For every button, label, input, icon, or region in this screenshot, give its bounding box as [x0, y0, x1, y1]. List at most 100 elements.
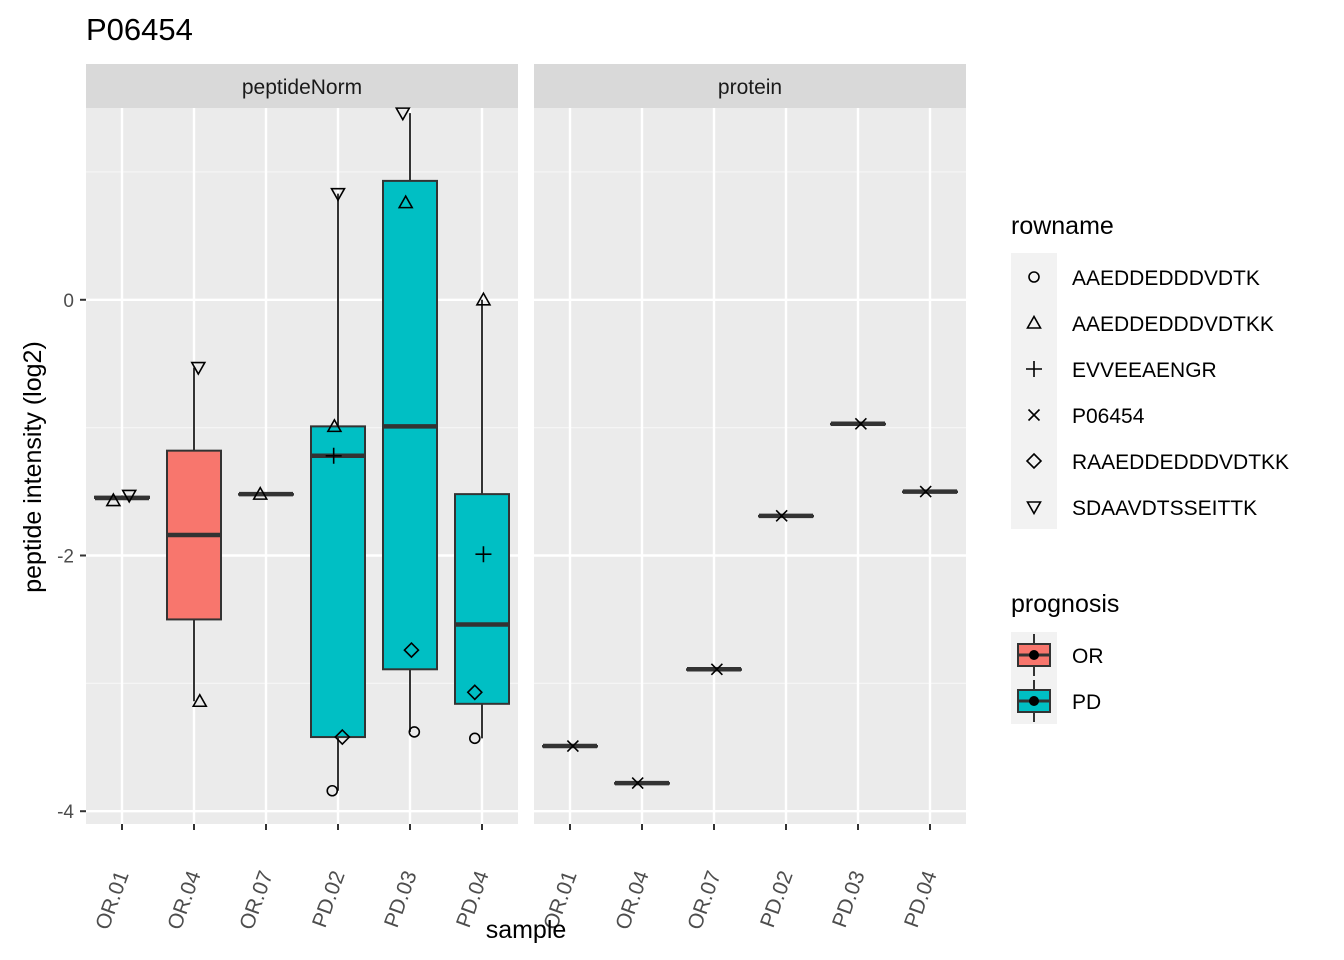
legend-label: OR — [1072, 645, 1104, 668]
data-point — [919, 485, 932, 498]
box-PD.03 — [830, 421, 886, 427]
facet-strip-label: protein — [718, 76, 782, 99]
legend-key-cross-icon — [1027, 408, 1041, 422]
triangle-down-glyph — [121, 489, 138, 504]
data-point — [854, 417, 867, 430]
cross-glyph — [1027, 408, 1041, 422]
legend-dot — [1029, 696, 1039, 706]
x-tick-label: PD.04 — [900, 868, 942, 931]
legend-key-circle-icon — [1028, 271, 1040, 283]
cross-glyph — [919, 485, 932, 498]
plus-glyph — [1026, 361, 1042, 377]
cross-glyph — [631, 777, 644, 790]
box-OR.04 — [166, 367, 222, 702]
data-point — [121, 489, 138, 504]
data-point — [330, 187, 346, 202]
data-point — [334, 728, 351, 746]
facet-strip — [86, 64, 518, 108]
plus-glyph — [475, 546, 492, 563]
panel-background — [86, 108, 518, 824]
legend-label: AAEDDEDDDVDTKK — [1072, 313, 1274, 336]
box-body — [454, 493, 510, 705]
y-axis-label: peptide intensity (log2) — [19, 341, 47, 593]
data-point — [191, 693, 208, 708]
triangle-up-glyph — [326, 418, 343, 433]
diamond-glyph — [1025, 452, 1043, 470]
legend-label: AAEDDEDDDVDTK — [1072, 267, 1260, 290]
diamond-glyph — [403, 641, 420, 659]
data-point — [397, 194, 414, 209]
data-point — [325, 447, 342, 464]
legend-key-fill — [1017, 634, 1051, 676]
box-OR.07 — [238, 491, 294, 497]
legend-title-rowname: rowname — [1011, 212, 1114, 240]
y-tick-label: -2 — [57, 547, 74, 568]
circle-glyph — [408, 726, 421, 738]
data-point — [326, 784, 339, 797]
data-point — [105, 492, 122, 507]
triangle-up-glyph — [191, 693, 208, 708]
triangle-down-glyph — [1026, 501, 1042, 516]
diamond-glyph — [466, 684, 483, 701]
x-tick-label: OR.07 — [683, 868, 725, 933]
facet-strip — [534, 64, 966, 108]
box-PD.04 — [902, 489, 958, 494]
x-axis-label: sample — [486, 916, 567, 944]
data-point — [408, 726, 421, 738]
box-OR.07 — [686, 667, 742, 672]
x-tick-label: OR.04 — [163, 868, 205, 933]
legend-label: PD — [1072, 691, 1101, 714]
box-PD.02 — [310, 193, 366, 791]
box-OR.01 — [542, 743, 598, 749]
legend-key-triangle-up-icon — [1026, 314, 1042, 329]
plus-glyph — [325, 447, 342, 464]
legend-label: EVVEEAENGR — [1072, 359, 1217, 382]
data-point — [475, 291, 492, 306]
box-PD.04 — [454, 299, 510, 739]
legend-title-prognosis: prognosis — [1011, 590, 1119, 618]
x-tick-label: PD.03 — [828, 868, 870, 931]
x-tick-label: OR.01 — [91, 868, 133, 933]
box-PD.02 — [758, 513, 814, 519]
y-tick-label: -4 — [57, 802, 74, 823]
facet-strip-label: peptideNorm — [242, 76, 362, 99]
data-point — [710, 663, 723, 676]
legend-key-diamond-icon — [1025, 452, 1043, 470]
legend-key-triangle-down-icon — [1026, 501, 1042, 516]
legend-key-fill — [1017, 680, 1051, 722]
data-point — [466, 684, 483, 701]
data-point — [252, 486, 269, 500]
data-point — [475, 546, 492, 563]
legend-dot — [1029, 650, 1039, 660]
legend-label: RAAEDDEDDDVDTKK — [1072, 451, 1289, 474]
legend-key-plus-icon — [1026, 361, 1042, 377]
circle-glyph — [326, 784, 339, 797]
triangle-down-glyph — [394, 107, 411, 122]
legend-label: SDAAVDTSSEITTK — [1072, 497, 1257, 520]
triangle-up-glyph — [1026, 314, 1042, 329]
cross-glyph — [566, 739, 579, 753]
x-tick-label: OR.04 — [611, 868, 653, 933]
x-tick-label: PD.03 — [380, 868, 422, 931]
box-PD.03 — [382, 113, 438, 732]
x-tick-label: PD.02 — [308, 868, 350, 931]
data-point — [468, 732, 481, 745]
box-body — [310, 425, 366, 739]
triangle-down-glyph — [330, 187, 346, 202]
data-point — [394, 107, 411, 122]
legend: rowname AAEDDEDDDVDTK AAEDDEDDDVDTKK EVVEEA… — [1011, 212, 1289, 724]
data-point — [566, 739, 579, 753]
x-tick-label: OR.07 — [235, 868, 277, 933]
x-tick-label: PD.02 — [756, 868, 798, 931]
circle-glyph — [468, 732, 481, 745]
facet-panels: peptideNorm OR.01 OR.04 OR.07 PD.02 PD.03 PD.0… — [57, 64, 966, 933]
data-point — [403, 641, 420, 659]
circle-glyph — [1028, 271, 1040, 283]
box-OR.01 — [94, 495, 150, 501]
cross-glyph — [775, 509, 788, 522]
cross-glyph — [710, 663, 723, 676]
data-point — [326, 418, 343, 433]
